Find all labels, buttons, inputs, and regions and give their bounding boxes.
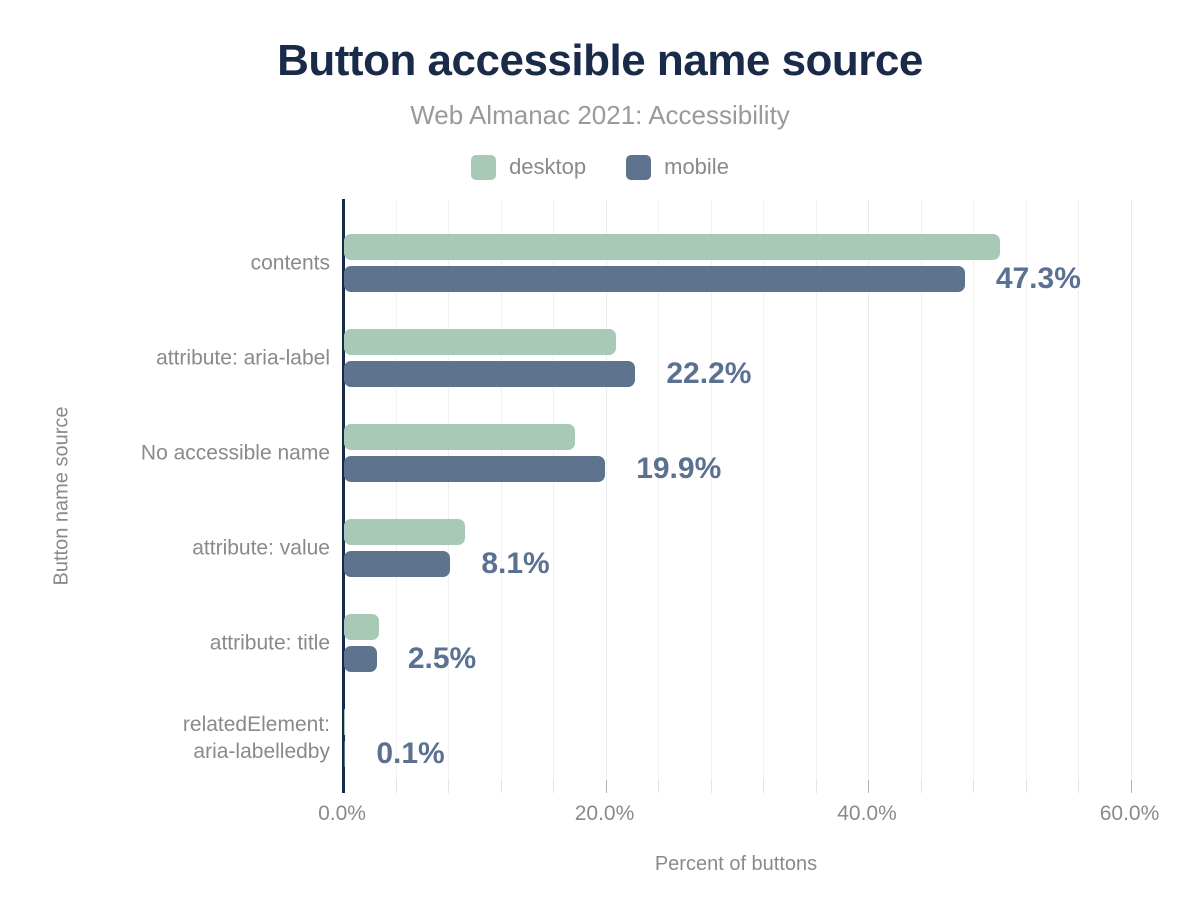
major-tick bbox=[605, 780, 607, 793]
desktop-bar bbox=[344, 614, 380, 640]
y-axis-line bbox=[342, 199, 345, 793]
mobile-bar bbox=[344, 456, 606, 482]
minor-gridline bbox=[973, 199, 974, 790]
minor-gridline bbox=[1078, 199, 1079, 790]
chart-subtitle: Web Almanac 2021: Accessibility bbox=[410, 100, 790, 130]
desktop-bar bbox=[344, 519, 465, 545]
legend: desktop mobile bbox=[0, 152, 1200, 182]
minor-gridline bbox=[658, 199, 659, 790]
desktop-bar bbox=[344, 234, 1001, 260]
minor-tick bbox=[395, 780, 397, 793]
minor-tick bbox=[973, 780, 974, 793]
y-axis-title: Button name source bbox=[50, 406, 73, 586]
desktop-bar bbox=[344, 329, 616, 355]
minor-gridline bbox=[920, 199, 922, 790]
minor-tick bbox=[710, 780, 712, 793]
minor-tick bbox=[500, 780, 502, 793]
x-tick-label: 0.0% bbox=[318, 802, 366, 825]
minor-tick bbox=[448, 780, 449, 793]
minor-gridline bbox=[710, 199, 712, 790]
minor-gridline bbox=[553, 199, 554, 790]
desktop-bar bbox=[344, 709, 346, 735]
minor-tick bbox=[920, 780, 922, 793]
legend-item-mobile: mobile bbox=[626, 154, 729, 180]
major-gridline bbox=[605, 199, 607, 790]
mobile-swatch-icon bbox=[626, 154, 652, 180]
minor-tick bbox=[815, 780, 817, 793]
category-label: attribute: title bbox=[209, 631, 330, 655]
value-label: 19.9% bbox=[636, 452, 722, 485]
category-label: attribute: aria-label bbox=[156, 346, 330, 370]
minor-tick bbox=[658, 780, 659, 793]
value-label: 2.5% bbox=[407, 642, 477, 675]
value-label: 22.2% bbox=[666, 357, 752, 390]
minor-tick bbox=[553, 780, 554, 793]
category-label: No accessible name bbox=[140, 441, 330, 465]
minor-gridline bbox=[500, 199, 502, 790]
minor-gridline bbox=[448, 199, 449, 790]
category-label: contents bbox=[250, 251, 330, 275]
mobile-bar bbox=[344, 361, 636, 387]
minor-gridline bbox=[395, 199, 397, 790]
minor-tick bbox=[1078, 780, 1079, 793]
value-label: 47.3% bbox=[995, 262, 1081, 295]
mobile-bar bbox=[344, 266, 965, 292]
x-tick-label: 20.0% bbox=[574, 802, 635, 825]
x-axis-title: Percent of buttons bbox=[654, 853, 818, 875]
legend-label-desktop: desktop bbox=[509, 154, 587, 179]
minor-tick bbox=[763, 780, 764, 793]
value-label: 0.1% bbox=[376, 737, 445, 770]
mobile-bar bbox=[344, 741, 346, 767]
major-gridline bbox=[868, 199, 869, 790]
minor-gridline bbox=[815, 199, 817, 790]
category-label: attribute: value bbox=[192, 536, 330, 560]
category-label: relatedElement: aria-labelledby bbox=[182, 713, 330, 763]
value-label: 8.1% bbox=[481, 547, 550, 580]
major-gridline bbox=[1130, 199, 1132, 790]
x-tick-label: 60.0% bbox=[1099, 802, 1160, 825]
mobile-bar bbox=[344, 551, 451, 577]
minor-gridline bbox=[763, 199, 764, 790]
legend-item-desktop: desktop bbox=[471, 154, 586, 180]
legend-label-mobile: mobile bbox=[664, 154, 729, 179]
minor-gridline bbox=[1025, 199, 1027, 790]
major-tick bbox=[868, 780, 869, 793]
x-tick-label: 40.0% bbox=[837, 802, 897, 825]
major-tick bbox=[1130, 780, 1132, 793]
desktop-swatch-icon bbox=[471, 154, 497, 180]
chart-title: Button accessible name source bbox=[277, 36, 923, 85]
desktop-bar bbox=[344, 424, 575, 450]
minor-tick bbox=[1025, 780, 1027, 793]
mobile-bar bbox=[344, 646, 377, 672]
